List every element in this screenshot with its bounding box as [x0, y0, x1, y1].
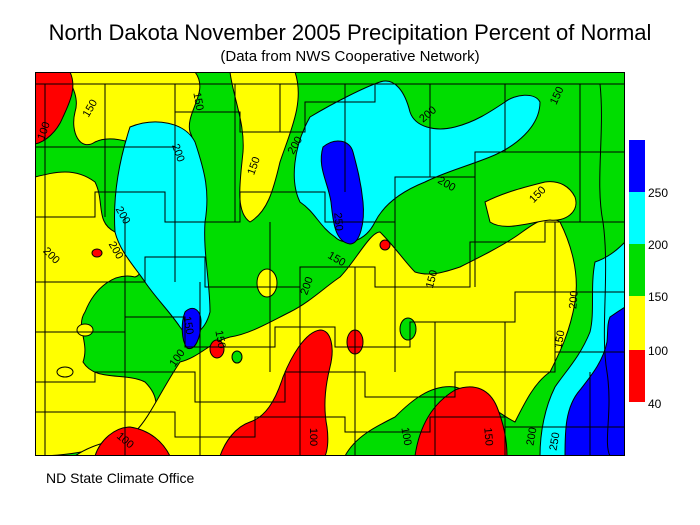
- contour-label: 150: [553, 329, 568, 349]
- map-subtitle: (Data from NWS Cooperative Network): [220, 48, 480, 65]
- contour-label: 250: [548, 431, 563, 451]
- credit-text: ND State Climate Office: [46, 470, 195, 486]
- legend-label-40: 40: [648, 397, 662, 411]
- zone-100-150-north-mid: [229, 72, 299, 223]
- legend-swatch-100-150: [629, 296, 645, 350]
- zone-150-200-island-b: [231, 350, 243, 364]
- zone-40-100-spot-d: [379, 239, 391, 251]
- legend-label-150: 150: [648, 290, 669, 304]
- map-title: North Dakota November 2005 Precipitation…: [48, 20, 652, 45]
- contour-label: 150: [481, 427, 495, 446]
- contour-label: 200: [525, 426, 540, 446]
- zone-100-150-island-c: [56, 366, 74, 378]
- county-boundaries: [35, 83, 625, 456]
- legend-swatch-200-250: [629, 192, 645, 244]
- zone-150-200-island-a: [399, 317, 417, 341]
- zone-40-100-spot-c: [91, 248, 103, 258]
- contour-label: 200: [169, 142, 187, 163]
- zone-100-150-island-a: [256, 268, 278, 298]
- contour-label: 150: [424, 269, 440, 290]
- contour-label: 200: [298, 275, 316, 296]
- legend-colorbar: [629, 140, 645, 402]
- legend-swatch-40-100: [629, 350, 645, 402]
- contour-label: 150: [180, 315, 195, 335]
- legend-label-100: 100: [648, 344, 669, 358]
- contour-label: 100: [307, 428, 319, 446]
- zone-100-150-ne: [484, 181, 577, 227]
- contour-label: 150: [245, 155, 263, 176]
- zone-250-north: [320, 140, 364, 245]
- contour-label: 200: [567, 290, 581, 309]
- zone-250-west: [181, 307, 202, 350]
- zone-40-100-south-central: [219, 329, 333, 456]
- zone-40-100-nw: [35, 72, 74, 145]
- legend-label-250: 250: [648, 186, 669, 200]
- zone-40-100-sw: [94, 426, 171, 456]
- zone-250-se: [564, 306, 625, 456]
- contour-label: 100: [398, 426, 413, 446]
- legend-swatch-150-200: [629, 244, 645, 296]
- contour-label: 150: [190, 91, 205, 111]
- contour-label: 100: [35, 120, 53, 141]
- zone-40-100-spot-a: [209, 339, 225, 359]
- legend-label-200: 200: [648, 238, 669, 252]
- contour-label: 250: [331, 212, 345, 231]
- zone-100-150-island-b: [76, 323, 94, 337]
- contour-label: 150: [212, 329, 227, 349]
- legend-swatch-250-plus: [629, 140, 645, 192]
